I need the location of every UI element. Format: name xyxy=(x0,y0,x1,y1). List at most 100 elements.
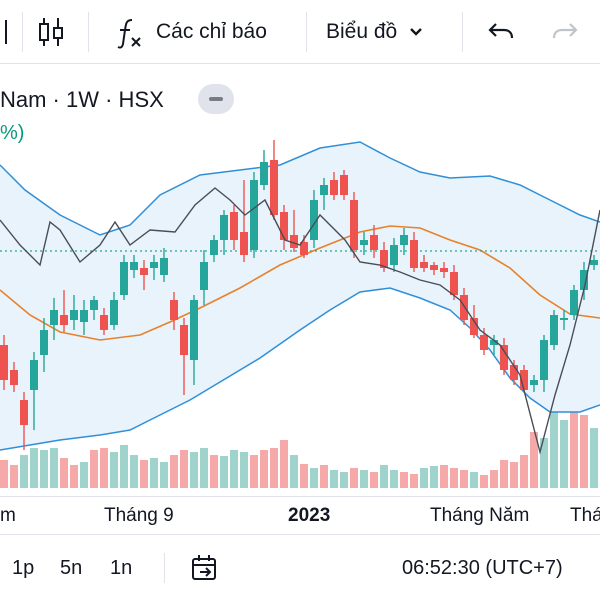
candle-body xyxy=(80,310,88,322)
candle-body xyxy=(220,215,228,240)
volume-bar xyxy=(270,448,278,488)
volume-bar xyxy=(210,455,218,488)
volume-bar xyxy=(500,460,508,488)
volume-bar xyxy=(350,468,358,488)
candles-icon[interactable] xyxy=(36,0,66,64)
volume-bar xyxy=(470,472,478,488)
volume-bar xyxy=(460,470,468,488)
chart-type-button[interactable]: Biểu đồ xyxy=(326,0,429,64)
candle-body xyxy=(520,370,528,390)
volume-bar xyxy=(580,415,588,488)
candle-body xyxy=(550,315,558,345)
volume-bar xyxy=(30,448,38,488)
bollinger-bands-layer xyxy=(0,141,600,451)
candle-body xyxy=(510,365,518,380)
volume-bar xyxy=(310,468,318,488)
bottom-toolbar: 1p 5n 1n 06:52:30 (UTC+7) xyxy=(0,534,600,600)
volume-bar xyxy=(430,466,438,488)
candle-body xyxy=(270,160,278,215)
candle-body xyxy=(560,318,568,320)
candle-body xyxy=(300,242,308,255)
candles-layer xyxy=(0,140,598,450)
volume-bar xyxy=(400,472,408,488)
volume-bar xyxy=(40,450,48,488)
indicators-button[interactable]: Các chỉ báo xyxy=(114,0,267,64)
candle-body xyxy=(140,268,148,275)
volume-bar xyxy=(370,472,378,488)
volume-bar xyxy=(120,445,128,488)
candle-body xyxy=(20,400,28,425)
candle-body xyxy=(260,162,268,185)
candle-body xyxy=(160,258,168,275)
volume-bar xyxy=(240,452,248,488)
candle-body xyxy=(320,185,328,195)
price-chart[interactable] xyxy=(0,64,600,496)
candle-body xyxy=(180,325,188,355)
time-axis-label: Thá xyxy=(570,505,600,526)
volume-bar xyxy=(540,438,548,488)
legend-indicator-value: %) xyxy=(0,122,25,144)
volume-bar xyxy=(320,465,328,488)
toolbar-prev-control[interactable] xyxy=(0,0,14,64)
volume-bar xyxy=(200,448,208,488)
volume-bar xyxy=(330,470,338,488)
time-axis-label: 2023 xyxy=(288,505,331,526)
overlay-lines-layer xyxy=(0,187,600,455)
candle-body xyxy=(280,212,288,240)
candle-body xyxy=(370,235,378,250)
symbol-legend[interactable]: Nam · 1W · HSX xyxy=(0,84,164,116)
candle-body xyxy=(580,270,588,290)
go-to-date-button[interactable] xyxy=(190,535,220,600)
volume-bar xyxy=(250,455,258,488)
time-axis-label: Tháng 9 xyxy=(104,505,174,526)
volume-bar xyxy=(230,450,238,488)
candle-body xyxy=(500,345,508,370)
volume-bar xyxy=(450,468,458,488)
candle-body xyxy=(310,200,318,240)
volume-bar xyxy=(110,452,118,488)
interval-1p-button[interactable]: 1p xyxy=(12,535,34,600)
volume-bar xyxy=(510,462,518,488)
time-axis-label: Tháng Năm xyxy=(430,505,530,526)
volume-bar xyxy=(290,455,298,488)
legend-collapse-button[interactable] xyxy=(198,84,234,114)
interval-5n-button[interactable]: 5n xyxy=(60,535,82,600)
candle-body xyxy=(10,370,18,385)
volume-layer xyxy=(0,410,598,488)
volume-bar xyxy=(570,410,578,488)
candle-body xyxy=(360,240,368,245)
volume-bar xyxy=(530,432,538,488)
candle-body xyxy=(100,315,108,330)
volume-bar xyxy=(410,474,418,488)
candle-body xyxy=(340,175,348,195)
candle-body xyxy=(60,315,68,325)
volume-bar xyxy=(420,468,428,488)
volume-bar xyxy=(160,462,168,488)
volume-bar xyxy=(220,456,228,488)
interval-label: 5n xyxy=(60,556,83,579)
chart-pane[interactable] xyxy=(0,64,600,534)
symbol-info: Nam · 1W · HSX xyxy=(0,87,164,112)
interval-1n-button[interactable]: 1n xyxy=(110,535,132,600)
redo-button[interactable] xyxy=(548,0,582,64)
volume-bar xyxy=(260,450,268,488)
bollinger-basis-line xyxy=(0,225,600,341)
candle-body xyxy=(210,240,218,255)
candle-body xyxy=(120,262,128,295)
candle-body xyxy=(290,235,298,248)
undo-button[interactable] xyxy=(484,0,518,64)
candle-body xyxy=(200,262,208,290)
undo-icon xyxy=(488,23,514,39)
volume-bar xyxy=(590,428,598,488)
chevron-down-icon xyxy=(410,28,423,36)
time-axis[interactable]: m Tháng 9 2023 Tháng Năm Thá xyxy=(0,496,600,532)
volume-bar xyxy=(300,464,308,488)
candle-body xyxy=(40,330,48,355)
candle-body xyxy=(590,260,598,265)
volume-bar xyxy=(170,455,178,488)
volume-bar xyxy=(280,440,288,488)
volume-bar xyxy=(190,452,198,488)
clock-timezone-button[interactable]: 06:52:30 (UTC+7) xyxy=(402,535,563,600)
volume-bar xyxy=(70,465,78,488)
volume-bar xyxy=(0,460,8,488)
